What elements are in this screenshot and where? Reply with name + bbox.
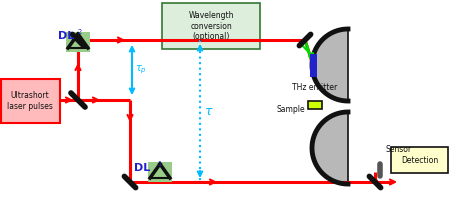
Bar (148, 162, 172, 182)
Polygon shape (312, 29, 348, 101)
Text: THz emitter: THz emitter (292, 83, 338, 92)
Text: Detection: Detection (401, 155, 438, 164)
Bar (308, 101, 322, 109)
Polygon shape (312, 112, 348, 184)
Text: $\tau_p$: $\tau_p$ (135, 64, 147, 76)
Text: Ultrashort
laser pulses: Ultrashort laser pulses (7, 91, 53, 111)
Text: Wavelength
conversion
(optional): Wavelength conversion (optional) (188, 11, 234, 41)
FancyBboxPatch shape (162, 3, 260, 49)
Text: DL: DL (134, 163, 150, 173)
Text: Sample: Sample (276, 105, 305, 113)
Text: Sensor: Sensor (385, 145, 411, 154)
FancyBboxPatch shape (1, 79, 60, 123)
Text: $\tau$: $\tau$ (204, 105, 214, 118)
Bar (66, 32, 90, 52)
Text: $_1$: $_1$ (157, 159, 163, 169)
Text: DL: DL (58, 31, 74, 41)
Text: $_2$: $_2$ (77, 27, 83, 37)
FancyBboxPatch shape (391, 147, 448, 173)
